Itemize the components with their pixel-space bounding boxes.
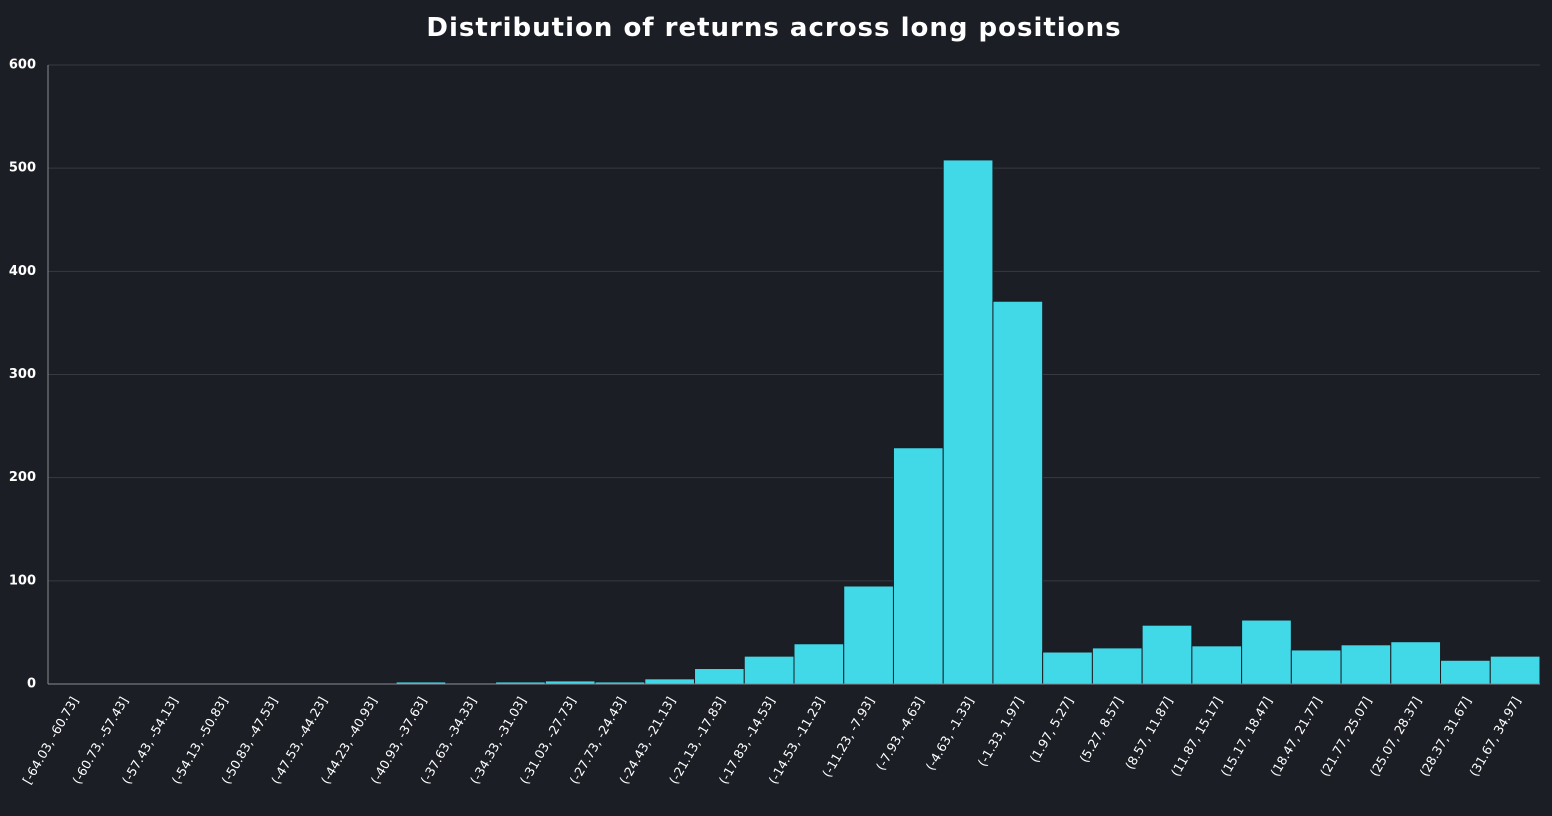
bar: [644, 678, 696, 685]
bar: [1290, 649, 1342, 685]
bar: [793, 643, 845, 685]
y-tick-label: 0: [27, 677, 36, 692]
bar: [1241, 619, 1292, 685]
x-tick-label: (25.07, 28.37]: [1367, 694, 1425, 779]
x-tick-label: (8.57, 11.87]: [1122, 694, 1176, 772]
x-tick-label: (-7.93, -4.63]: [873, 694, 927, 773]
x-tick-label: (15.17, 18.47]: [1217, 694, 1275, 779]
chart-title: Distribution of returns across long posi…: [426, 13, 1121, 43]
y-tick-label: 600: [9, 58, 36, 73]
x-tick-label: (-4.63, -1.33]: [922, 694, 976, 773]
bar: [1091, 647, 1143, 685]
bar: [743, 655, 795, 685]
y-tick-label: 400: [9, 264, 36, 279]
x-tick-label: (1.97, 5.27]: [1026, 694, 1076, 765]
x-tick-label: (-1.33, 1.97]: [974, 694, 1026, 769]
x-tick-label: (-11.23, -7.93]: [819, 694, 877, 780]
x-tick-label: (28.37, 31.67]: [1416, 694, 1474, 779]
bar: [942, 159, 994, 685]
x-tick-label: (11.87, 15.17]: [1168, 694, 1226, 779]
bar: [892, 447, 944, 685]
bar: [1191, 645, 1243, 685]
y-tick-label: 100: [9, 573, 36, 588]
bar: [843, 585, 894, 685]
bar: [1141, 624, 1193, 685]
y-tick-label: 200: [9, 470, 36, 485]
bar: [1340, 644, 1392, 685]
y-tick-label: 500: [9, 161, 36, 176]
x-tick-label: (31.67, 34.97]: [1466, 694, 1524, 779]
x-tick-label: (21.77, 25.07]: [1317, 694, 1375, 779]
y-tick-label: 300: [9, 367, 36, 382]
bar: [1390, 641, 1442, 685]
bar: [1440, 659, 1491, 685]
x-tick-label: (18.47, 21.77]: [1267, 694, 1325, 779]
bar: [1042, 651, 1093, 685]
bar: [992, 300, 1044, 685]
bar: [1489, 655, 1541, 685]
x-tick-label: (5.27, 8.57]: [1076, 694, 1126, 765]
bar: [694, 668, 745, 685]
